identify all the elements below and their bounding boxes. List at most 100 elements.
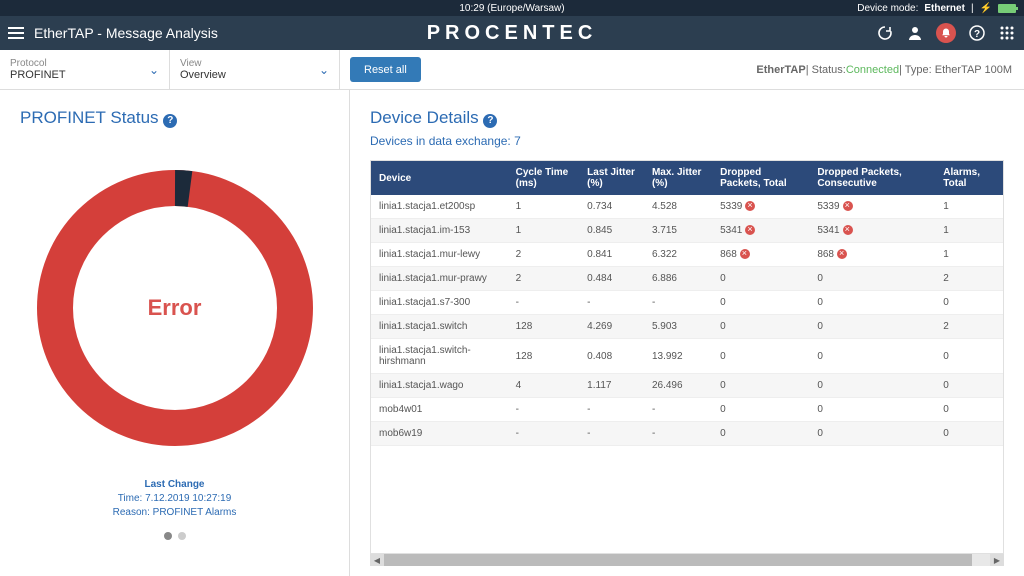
table-cell: 2 — [935, 315, 1003, 339]
table-cell: 0 — [809, 339, 935, 374]
apps-icon[interactable] — [998, 24, 1016, 42]
clock-text: 10:29 (Europe/Warsaw) — [459, 3, 564, 14]
table-row[interactable]: linia1.stacja1.wago41.11726.496000 — [371, 374, 1003, 398]
table-cell: 0.484 — [579, 267, 644, 291]
table-cell: linia1.stacja1.mur-prawy — [371, 267, 508, 291]
svg-text:?: ? — [974, 29, 980, 40]
table-cell: 13.992 — [644, 339, 712, 374]
table-cell: 1 — [508, 219, 580, 243]
table-cell: 4 — [508, 374, 580, 398]
carousel-dots — [164, 532, 186, 540]
table-cell: - — [508, 291, 580, 315]
table-row[interactable]: linia1.stacja1.mur-prawy20.4846.886002 — [371, 267, 1003, 291]
help-icon[interactable]: ? — [968, 24, 986, 42]
table-row[interactable]: linia1.stacja1.im-15310.8453.71553415341… — [371, 219, 1003, 243]
table-row[interactable]: mob6w19---000 — [371, 422, 1003, 446]
horizontal-scrollbar[interactable]: ◀ ▶ — [370, 554, 1004, 566]
table-cell: 0 — [712, 267, 809, 291]
error-icon — [843, 225, 853, 235]
device-table[interactable]: DeviceCycle Time (ms)Last Jitter (%)Max.… — [370, 160, 1004, 554]
refresh-icon[interactable] — [876, 24, 894, 42]
error-icon — [745, 201, 755, 211]
view-dropdown[interactable]: View Overview ⌄ — [170, 50, 340, 89]
table-cell: - — [579, 422, 644, 446]
table-cell: - — [644, 422, 712, 446]
protocol-value: PROFINET — [10, 69, 159, 81]
table-cell: - — [644, 398, 712, 422]
table-cell: 0 — [809, 422, 935, 446]
table-cell: - — [508, 422, 580, 446]
table-cell: 0 — [935, 422, 1003, 446]
table-cell: 868 — [712, 243, 809, 267]
device-mode-value: Ethernet — [924, 3, 965, 14]
status-label: | Status: — [806, 64, 846, 76]
table-cell: 0 — [935, 374, 1003, 398]
help-icon[interactable]: ? — [483, 114, 497, 128]
table-cell: 26.496 — [644, 374, 712, 398]
product-name: EtherTAP — [756, 64, 805, 76]
scroll-left-icon[interactable]: ◀ — [370, 554, 384, 566]
column-header[interactable]: Last Jitter (%) — [579, 161, 644, 195]
table-row[interactable]: linia1.stacja1.mur-lewy20.8416.322868868… — [371, 243, 1003, 267]
table-cell: - — [508, 398, 580, 422]
table-cell: 0 — [712, 291, 809, 315]
error-icon — [837, 249, 847, 259]
last-change-reason: Reason: PROFINET Alarms — [113, 506, 237, 520]
column-header[interactable]: Dropped Packets, Consecutive — [809, 161, 935, 195]
separator: | — [971, 3, 974, 14]
column-header[interactable]: Cycle Time (ms) — [508, 161, 580, 195]
table-row[interactable]: mob4w01---000 — [371, 398, 1003, 422]
dot-1[interactable] — [164, 532, 172, 540]
table-cell: mob6w19 — [371, 422, 508, 446]
reset-all-button[interactable]: Reset all — [350, 57, 421, 82]
table-cell: 1 — [935, 195, 1003, 219]
table-cell: 0.841 — [579, 243, 644, 267]
table-cell: 0.845 — [579, 219, 644, 243]
chevron-down-icon: ⌄ — [319, 63, 329, 77]
table-cell: 5.903 — [644, 315, 712, 339]
user-icon[interactable] — [906, 24, 924, 42]
table-cell: 1 — [935, 219, 1003, 243]
protocol-dropdown[interactable]: Protocol PROFINET ⌄ — [0, 50, 170, 89]
table-cell: 5341 — [712, 219, 809, 243]
table-row[interactable]: linia1.stacja1.switch-hirshmann1280.4081… — [371, 339, 1003, 374]
table-cell: 128 — [508, 315, 580, 339]
status-donut: Error — [25, 158, 325, 458]
table-cell: 1 — [508, 195, 580, 219]
table-cell: 4.528 — [644, 195, 712, 219]
table-row[interactable]: linia1.stacja1.et200sp10.7344.5285339533… — [371, 195, 1003, 219]
column-header[interactable]: Alarms, Total — [935, 161, 1003, 195]
table-cell: 0 — [935, 291, 1003, 315]
topbar: 10:29 (Europe/Warsaw) Device mode: Ether… — [0, 0, 1024, 16]
table-cell: 0 — [809, 291, 935, 315]
battery-icon — [998, 4, 1016, 13]
menu-icon[interactable] — [8, 27, 24, 39]
error-icon — [740, 249, 750, 259]
table-cell: linia1.stacja1.wago — [371, 374, 508, 398]
table-cell: 0 — [712, 374, 809, 398]
table-cell: 6.322 — [644, 243, 712, 267]
donut-status-text: Error — [148, 295, 202, 321]
right-panel: Device Details ? Devices in data exchang… — [350, 90, 1024, 576]
header: EtherTAP - Message Analysis PROCENTEC ? — [0, 16, 1024, 50]
help-icon[interactable]: ? — [163, 114, 177, 128]
table-cell: 0.408 — [579, 339, 644, 374]
dot-2[interactable] — [178, 532, 186, 540]
table-cell: - — [579, 398, 644, 422]
table-row[interactable]: linia1.stacja1.s7-300---000 — [371, 291, 1003, 315]
scroll-right-icon[interactable]: ▶ — [990, 554, 1004, 566]
status-bar: EtherTAP | Status: Connected | Type: Eth… — [756, 50, 1024, 89]
column-header[interactable]: Dropped Packets, Total — [712, 161, 809, 195]
table-row[interactable]: linia1.stacja1.switch1284.2695.903002 — [371, 315, 1003, 339]
profinet-status-title: PROFINET Status ? — [10, 108, 177, 128]
table-cell: 5339 — [712, 195, 809, 219]
table-cell: linia1.stacja1.im-153 — [371, 219, 508, 243]
column-header[interactable]: Device — [371, 161, 508, 195]
notifications-icon[interactable] — [936, 23, 956, 43]
table-cell: linia1.stacja1.switch — [371, 315, 508, 339]
column-header[interactable]: Max. Jitter (%) — [644, 161, 712, 195]
chevron-down-icon: ⌄ — [149, 63, 159, 77]
brand-logo: PROCENTEC — [344, 22, 680, 45]
table-cell: 1.117 — [579, 374, 644, 398]
table-cell: 0 — [809, 315, 935, 339]
